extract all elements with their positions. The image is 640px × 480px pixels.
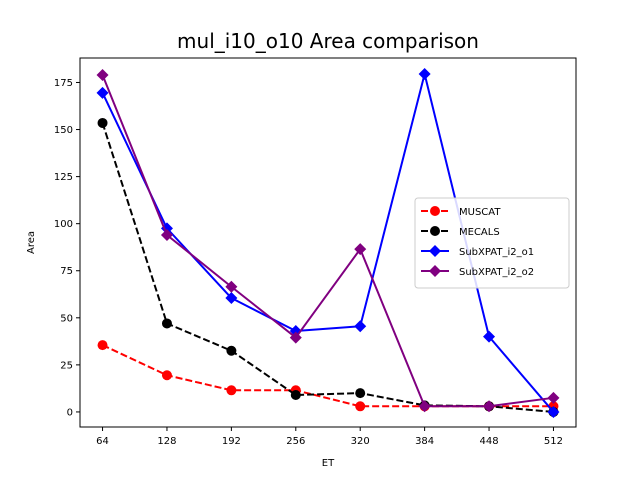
data-point [161,370,172,381]
legend: MUSCAT MECALS SubXPAT_i2_o1 SubXPAT_i2_o2 [414,197,570,289]
data-point [96,68,109,81]
data-point [418,400,431,413]
data-point [355,401,366,412]
data-point [97,340,108,351]
data-point [355,388,366,399]
legend-label: SubXPAT_i2_o2 [459,267,534,278]
y-tick-label: 175 [54,78,73,89]
x-tick-label: 384 [415,436,434,447]
legend-item-mecals: MECALS [421,226,500,238]
y-axis-label: Area [26,231,37,254]
legend-item-subxpat-i2-o1: SubXPAT_i2_o1 [421,245,534,258]
data-point [160,228,173,241]
legend-marker [429,245,441,257]
data-point [97,117,108,128]
data-point [226,345,237,356]
series-line-subxpat-i2-o1 [101,73,555,413]
legend-item-muscat: MUSCAT [421,206,501,218]
y-tick-label: 150 [54,125,73,136]
y-tick-label: 125 [54,172,73,183]
data-point [161,318,172,329]
series-subxpat-i2-o1 [96,68,560,418]
series-subxpat-i2-o2 [96,68,560,413]
y-tick-label: 0 [67,407,73,418]
data-point [483,330,496,343]
data-point [483,400,496,413]
chart-title: mul_i10_o10 Area comparison [177,29,479,53]
x-tick-label: 448 [479,436,498,447]
x-tick-label: 192 [222,436,241,447]
x-tick-label: 64 [96,436,109,447]
plot-frame [79,57,577,428]
y-tick-label: 25 [60,360,73,371]
data-point [289,331,302,344]
x-tick-label: 256 [286,436,305,447]
x-tick-label: 512 [544,436,563,447]
y-tick-label: 75 [60,266,73,277]
legend-label: SubXPAT_i2_o1 [459,247,534,258]
data-point [225,280,238,293]
legend-marker [430,206,440,216]
data-point [225,292,238,305]
legend-item-subxpat-i2-o2: SubXPAT_i2_o2 [421,265,534,278]
x-tick-label: 128 [157,436,176,447]
data-point [226,385,237,396]
legend-label: MUSCAT [459,207,501,218]
series-line-subxpat-i2-o2 [101,74,554,408]
data-point [547,405,560,418]
legend-marker [430,226,440,236]
legend-marker [429,265,441,277]
data-point [354,243,367,256]
y-tick-label: 50 [60,313,73,324]
legend-label: MECALS [459,227,500,238]
x-axis-label: ET [322,458,335,469]
x-tick-label: 320 [351,436,370,447]
data-point [290,389,301,400]
y-tick-label: 100 [54,219,73,230]
legend-box [414,197,570,289]
data-point [547,391,560,404]
data-point [96,86,109,99]
data-point [354,320,367,333]
data-point [418,68,431,81]
